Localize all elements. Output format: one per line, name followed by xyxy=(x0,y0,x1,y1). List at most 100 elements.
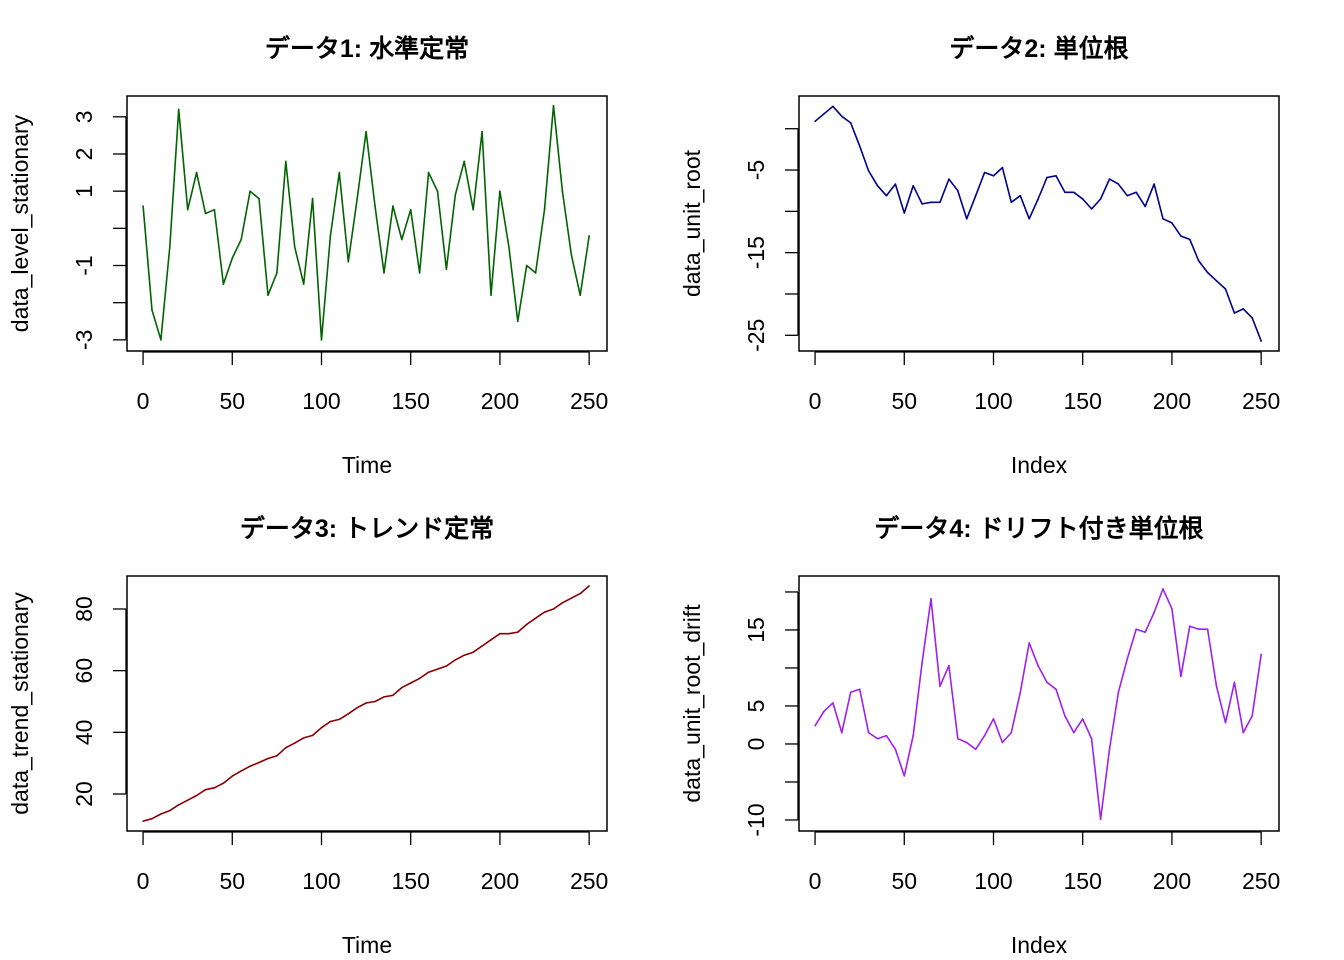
data-point xyxy=(338,171,341,174)
x-tick-label: 100 xyxy=(302,868,340,894)
data-point xyxy=(418,677,421,680)
data-point xyxy=(974,194,977,197)
data-point xyxy=(249,190,251,192)
data-point xyxy=(849,691,852,694)
data-point xyxy=(311,734,314,737)
data-point xyxy=(472,208,474,211)
data-point xyxy=(1260,340,1262,342)
chart-title: データ1: 水準定常 xyxy=(265,34,469,63)
x-tick-label: 150 xyxy=(1064,868,1102,894)
panel-2: データ2: 単位根 0 50 100 150 200 250 Index -5 -15 -25 dat… xyxy=(679,34,1280,478)
data-point xyxy=(516,631,519,633)
y-tick-label: -10 xyxy=(743,803,769,836)
x-tick-label: 150 xyxy=(392,388,430,414)
data-point xyxy=(983,734,986,737)
panel-1: データ1: 水準定常 0 50 100 150 200 250 Time -3 -1 1 2 3 data… xyxy=(7,34,608,478)
y-tick-label: 1 xyxy=(71,185,97,198)
data-point xyxy=(329,720,332,723)
data-point xyxy=(151,309,153,311)
data-point xyxy=(374,700,376,703)
data-point xyxy=(490,294,492,297)
data-point xyxy=(957,737,959,740)
data-point xyxy=(276,272,278,274)
data-points xyxy=(142,585,590,822)
data-point xyxy=(588,234,590,237)
data-point xyxy=(1037,198,1039,200)
data-point xyxy=(579,294,582,297)
y-tick-label: -5 xyxy=(743,160,769,180)
y-tick-label: 40 xyxy=(71,720,97,746)
data-point xyxy=(858,145,861,147)
data-point xyxy=(534,617,537,620)
data-point xyxy=(186,208,189,211)
data-point xyxy=(1197,628,1200,631)
data-point xyxy=(1010,201,1013,204)
data-point xyxy=(347,260,350,263)
data-point xyxy=(867,731,870,734)
x-tick-label: 250 xyxy=(1242,388,1280,414)
data-point xyxy=(849,122,852,124)
data-point xyxy=(142,205,144,207)
data-point xyxy=(231,257,234,259)
data-point xyxy=(876,184,879,187)
data-point xyxy=(1117,183,1120,185)
chart-title: データ2: 単位根 xyxy=(949,34,1128,63)
data-point xyxy=(365,130,367,133)
data-point xyxy=(543,208,546,211)
data-point xyxy=(1117,691,1120,694)
data-point xyxy=(177,803,180,806)
data-point xyxy=(983,171,986,174)
data-point xyxy=(525,264,528,267)
data-point xyxy=(1099,198,1102,200)
data-point xyxy=(921,203,923,205)
series-line xyxy=(814,588,1262,821)
data-point xyxy=(436,190,439,192)
data-point xyxy=(1037,664,1039,667)
data-point xyxy=(1251,317,1254,319)
data-point xyxy=(1064,191,1066,194)
x-tick-label: 100 xyxy=(974,868,1012,894)
data-point xyxy=(409,208,412,211)
data-point xyxy=(195,171,198,174)
data-point xyxy=(543,611,546,613)
data-point xyxy=(1162,588,1164,590)
data-point xyxy=(160,339,162,341)
data-point xyxy=(1010,731,1013,734)
data-point xyxy=(1233,312,1236,314)
y-tick-label: -3 xyxy=(71,330,97,350)
data-point xyxy=(823,710,825,713)
data-point xyxy=(1126,658,1129,660)
data-point xyxy=(1215,685,1218,688)
data-point xyxy=(1135,191,1138,194)
data-point xyxy=(338,718,341,721)
chart-title: データ3: トレンド定常 xyxy=(240,514,494,543)
y-axis: -5 -15 -25 xyxy=(743,128,799,352)
data-point xyxy=(267,294,269,297)
data-point xyxy=(957,189,959,192)
data-point xyxy=(1251,715,1254,717)
data-point xyxy=(285,160,287,163)
data-point xyxy=(508,246,510,248)
data-point xyxy=(1001,741,1004,744)
data-point xyxy=(285,746,287,749)
y-axis: -10 0 5 15 xyxy=(743,591,799,837)
x-axis-label: Index xyxy=(1011,932,1068,958)
data-point xyxy=(142,820,144,822)
data-point xyxy=(1242,308,1245,310)
x-tick-label: 50 xyxy=(891,388,917,414)
data-point xyxy=(481,645,483,647)
data-point xyxy=(1099,818,1102,821)
data-point xyxy=(383,696,385,698)
data-point xyxy=(400,686,403,689)
data-point xyxy=(1108,178,1111,180)
data-point xyxy=(912,184,915,187)
data-point xyxy=(1055,175,1057,177)
x-tick-label: 200 xyxy=(481,868,519,894)
y-tick-label: 20 xyxy=(71,781,97,807)
data-point xyxy=(409,682,412,684)
data-points xyxy=(814,588,1262,821)
y-axis: 20 40 60 80 xyxy=(71,596,127,807)
data-point xyxy=(427,671,430,674)
data-point xyxy=(249,765,251,768)
